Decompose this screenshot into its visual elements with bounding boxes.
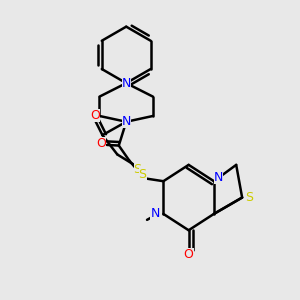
Text: N: N xyxy=(122,115,131,128)
Text: N: N xyxy=(150,207,160,220)
Text: O: O xyxy=(97,137,106,150)
Text: O: O xyxy=(184,248,194,261)
Text: O: O xyxy=(90,109,100,122)
Text: S: S xyxy=(245,191,253,204)
Text: S: S xyxy=(139,168,147,181)
Text: N: N xyxy=(122,76,131,90)
Text: N: N xyxy=(214,171,223,184)
Text: S: S xyxy=(134,164,142,176)
